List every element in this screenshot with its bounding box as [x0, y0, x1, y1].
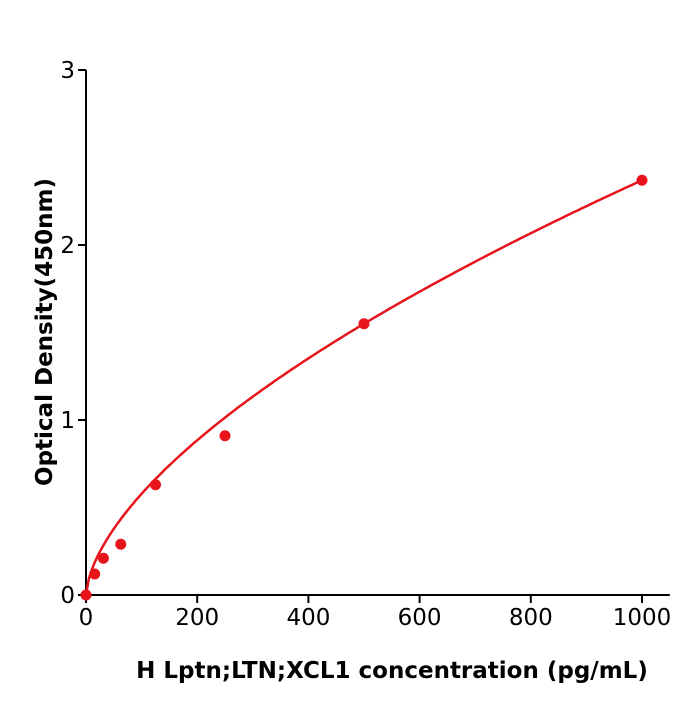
y-tick-label: 1 — [60, 408, 75, 434]
y-tick-label: 0 — [60, 583, 75, 609]
data-point — [636, 174, 648, 186]
data-point — [219, 430, 231, 442]
data-point — [115, 538, 127, 550]
x-axis-label: H Lptn;LTN;XCL1 concentration (pg/mL) — [136, 658, 648, 684]
data-points — [80, 174, 648, 601]
data-point — [358, 318, 370, 330]
x-tick-label: 1000 — [613, 605, 672, 631]
x-tick-label: 800 — [509, 605, 553, 631]
fit-curve — [84, 179, 643, 596]
y-tick-label: 2 — [60, 233, 75, 259]
data-point — [97, 552, 109, 564]
x-tick-label: 200 — [175, 605, 219, 631]
data-point — [150, 479, 161, 491]
axes: 0 200 400 600 800 1000 0 1 2 3 — [60, 58, 671, 631]
data-point — [89, 568, 101, 580]
x-tick-label: 600 — [398, 605, 442, 631]
x-tick-label: 400 — [286, 605, 330, 631]
y-tick-label: 3 — [60, 58, 75, 84]
data-point — [80, 589, 92, 601]
x-tick-label: 0 — [79, 605, 94, 631]
y-axis-label: Optical Density(450nm) — [32, 178, 58, 486]
